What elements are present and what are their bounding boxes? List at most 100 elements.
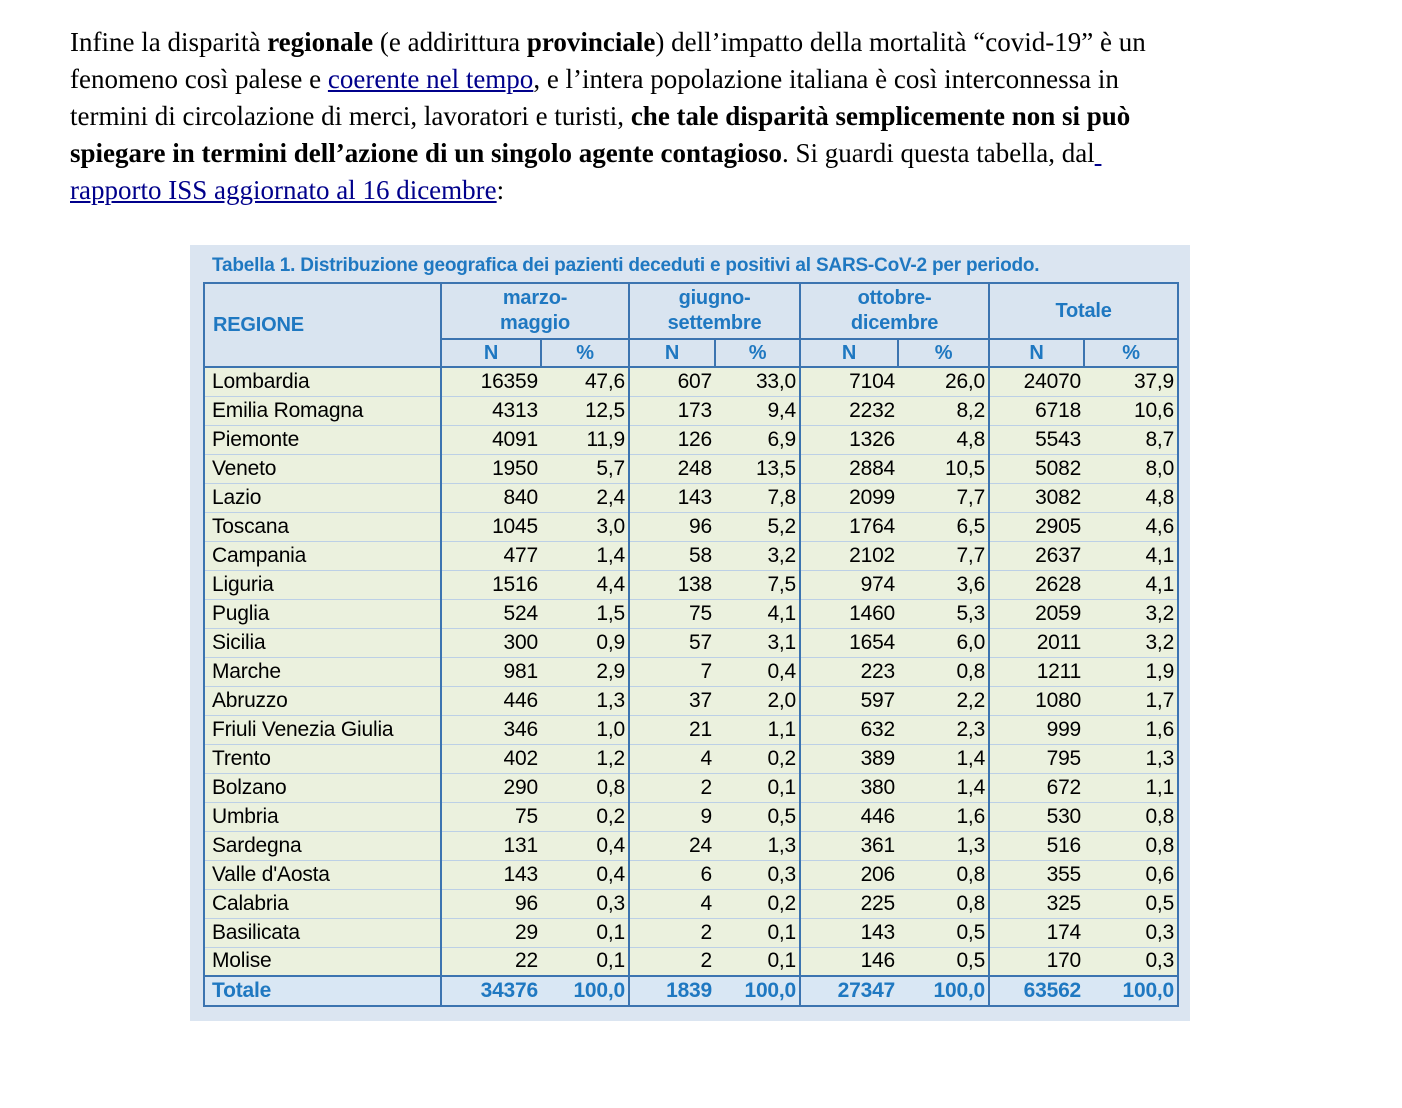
percent-cell: 2,9 bbox=[541, 656, 630, 686]
count-header: N bbox=[440, 338, 542, 368]
mortality-distribution-table: REGIONE marzo- maggio giugno- settembre ott… bbox=[203, 282, 1180, 1007]
percent-cell: 0,9 bbox=[541, 627, 630, 657]
rapporto-iss-link[interactable] bbox=[1095, 138, 1102, 168]
count-cell: 840 bbox=[440, 482, 541, 512]
region-cell: Trento bbox=[204, 743, 441, 773]
percent-header: % bbox=[714, 338, 802, 368]
bold-text: che tale disparità semplicemente non si … bbox=[630, 101, 1131, 131]
table-row: Emilia Romagna 4313 12,5 173 9,4 2232 8,2 6718 1… bbox=[204, 395, 1179, 425]
percent-cell: 0,4 bbox=[715, 656, 801, 686]
percent-cell: 11,9 bbox=[541, 424, 630, 454]
total-percent-cell: 100,0 bbox=[541, 975, 630, 1006]
count-cell: 1764 bbox=[799, 511, 899, 541]
period-column-header: marzo- maggio bbox=[439, 282, 631, 340]
percent-cell: 0,1 bbox=[541, 917, 630, 947]
count-cell: 6 bbox=[628, 859, 716, 889]
count-cell: 126 bbox=[628, 424, 716, 454]
count-cell: 1460 bbox=[799, 598, 899, 628]
percent-cell: 1,3 bbox=[715, 830, 801, 860]
count-cell: 1950 bbox=[440, 453, 541, 483]
percent-header: % bbox=[539, 338, 631, 368]
table-row: Bolzano 290 0,8 2 0,1 380 1,4 672 1,1 bbox=[204, 772, 1179, 802]
percent-cell: 1,3 bbox=[1084, 743, 1179, 773]
count-cell: 380 bbox=[799, 772, 899, 802]
region-cell: Sardegna bbox=[204, 830, 441, 860]
region-cell: Toscana bbox=[204, 511, 441, 541]
table-row: Puglia 524 1,5 75 4,1 1460 5,3 2059 3,2 bbox=[204, 598, 1179, 628]
percent-cell: 3,1 bbox=[715, 627, 801, 657]
body-text: ) dell’impatto della mortalità “covid-19… bbox=[655, 27, 1146, 57]
count-cell: 29 bbox=[440, 917, 541, 947]
body-text: : bbox=[496, 175, 505, 205]
region-cell: Umbria bbox=[204, 801, 441, 831]
count-cell: 248 bbox=[628, 453, 716, 483]
count-cell: 9 bbox=[628, 801, 716, 831]
rapporto-iss-link[interactable]: rapporto ISS aggiornato al 16 dicembre bbox=[70, 175, 497, 205]
percent-cell: 6,0 bbox=[898, 627, 990, 657]
table-row: Liguria 1516 4,4 138 7,5 974 3,6 2628 4,1 bbox=[204, 569, 1179, 599]
period-column-header: giugno- settembre bbox=[628, 282, 802, 340]
count-cell: 4091 bbox=[440, 424, 541, 454]
percent-cell: 2,0 bbox=[715, 685, 801, 715]
percent-cell: 6,9 bbox=[715, 424, 801, 454]
body-text: (e addirittura bbox=[373, 27, 527, 57]
percent-cell: 1,5 bbox=[541, 598, 630, 628]
table-title: Tabella 1. Distribuzione geografica dei … bbox=[212, 255, 1040, 276]
count-cell: 325 bbox=[988, 888, 1085, 918]
count-cell: 146 bbox=[799, 946, 899, 976]
percent-cell: 0,1 bbox=[715, 917, 801, 947]
table-row: Friuli Venezia Giulia 346 1,0 21 1,1 632 2,3 99… bbox=[204, 714, 1179, 744]
region-cell: Veneto bbox=[204, 453, 441, 483]
percent-cell: 0,5 bbox=[898, 946, 990, 976]
count-cell: 206 bbox=[799, 859, 899, 889]
percent-cell: 0,8 bbox=[898, 859, 990, 889]
region-cell: Lombardia bbox=[212, 369, 310, 393]
count-cell: 75 bbox=[440, 801, 541, 831]
count-cell: 7 bbox=[628, 656, 716, 686]
percent-cell: 10,6 bbox=[1084, 395, 1179, 425]
count-cell: 57 bbox=[628, 627, 716, 657]
bold-text: spiegare in termini dell’azione di un si… bbox=[70, 138, 783, 168]
percent-cell: 1,7 bbox=[1084, 685, 1179, 715]
table-row: Calabria 96 0,3 4 0,2 225 0,8 325 0,5 bbox=[204, 888, 1179, 918]
coerente-nel-tempo-link[interactable]: coerente nel tempo bbox=[327, 64, 534, 94]
count-cell: 1080 bbox=[988, 685, 1085, 715]
body-text: . Si guardi questa tabella, dal bbox=[782, 138, 1095, 168]
percent-cell: 0,3 bbox=[1084, 946, 1179, 976]
count-cell: 22 bbox=[440, 946, 541, 976]
count-cell: 2628 bbox=[988, 569, 1085, 599]
percent-cell: 7,7 bbox=[898, 540, 990, 570]
count-cell: 795 bbox=[988, 743, 1085, 773]
count-cell: 346 bbox=[440, 714, 541, 744]
count-cell: 2232 bbox=[799, 395, 899, 425]
count-cell: 1326 bbox=[799, 424, 899, 454]
percent-cell: 0,1 bbox=[541, 946, 630, 976]
table-row: Umbria 75 0,2 9 0,5 446 1,6 530 0,8 bbox=[204, 801, 1179, 831]
sub-header-row: N% N% N% N% bbox=[204, 338, 1180, 368]
count-cell: 138 bbox=[628, 569, 716, 599]
table-row: Molise 22 0,1 2 0,1 146 0,5 170 0,3 bbox=[204, 946, 1179, 976]
region-cell: Liguria bbox=[204, 569, 441, 599]
bold-text: regionale bbox=[267, 27, 374, 57]
total-count-cell: 63562 bbox=[988, 975, 1085, 1006]
region-cell: Puglia bbox=[204, 598, 441, 628]
total-percent-cell: 100,0 bbox=[1084, 975, 1179, 1006]
percent-cell: 0,2 bbox=[541, 801, 630, 831]
count-cell: 96 bbox=[628, 511, 716, 541]
count-cell: 24 bbox=[628, 830, 716, 860]
count-cell: 58 bbox=[628, 540, 716, 570]
percent-cell: 7,8 bbox=[715, 482, 801, 512]
table-row: Lazio 840 2,4 143 7,8 2099 7,7 3082 4,8 bbox=[204, 482, 1179, 512]
count-header: N bbox=[988, 338, 1086, 368]
table-row: Campania 477 1,4 58 3,2 2102 7,7 2637 4,1 bbox=[204, 540, 1179, 570]
table-row: Piemonte 4091 11,9 126 6,9 1326 4,8 5543 8,7 bbox=[204, 424, 1179, 454]
percent-cell: 3,0 bbox=[541, 511, 630, 541]
count-cell: 4 bbox=[628, 888, 716, 918]
count-cell: 516 bbox=[988, 830, 1085, 860]
region-column-header: REGIONE bbox=[203, 282, 442, 368]
percent-cell: 9,4 bbox=[715, 395, 801, 425]
count-cell: 2884 bbox=[799, 453, 899, 483]
table-row: Lombardia 16359 47,6 607 33,0 7104 26,0 24070 37… bbox=[204, 367, 1178, 396]
percent-cell: 7,7 bbox=[898, 482, 990, 512]
percent-cell: 0,4 bbox=[541, 859, 630, 889]
